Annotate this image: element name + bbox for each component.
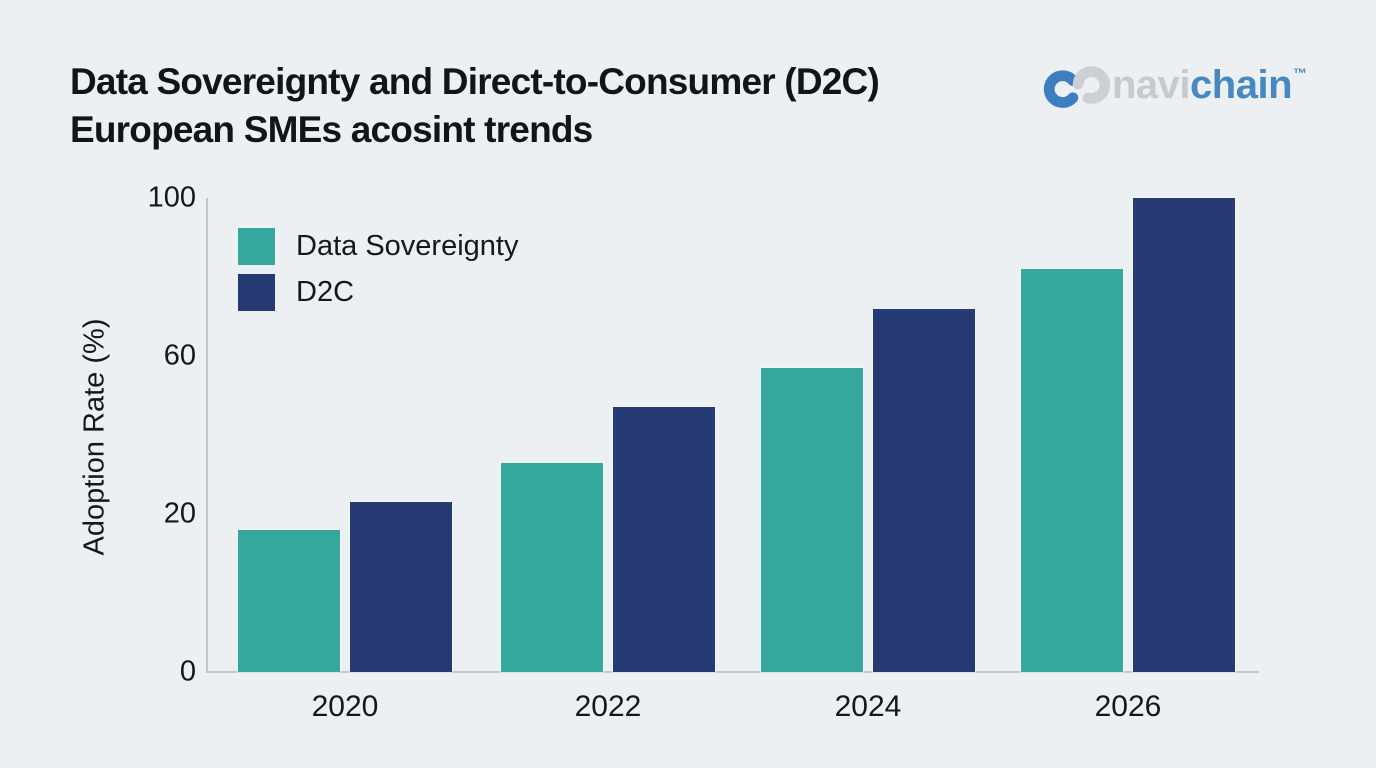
bar-data-sovereignty-2026: [1021, 269, 1123, 672]
legend-item-data-sovereignty: Data Sovereignty: [238, 228, 518, 265]
x-tick-label-2026: 2026: [1094, 690, 1162, 723]
x-tick-label-2022: 2022: [574, 690, 642, 723]
y-tick-label-20: 20: [163, 497, 196, 530]
logo-text-navi: navi: [1112, 62, 1191, 107]
x-tick-label-2020: 2020: [311, 690, 379, 723]
x-tick-label-2024: 2024: [834, 690, 902, 723]
chart-title-line-2: European SMEs acosint trends: [70, 109, 593, 150]
logo-text-chain: chain: [1190, 62, 1293, 107]
bar-d2c-2020: [350, 502, 452, 672]
trademark-symbol: ™: [1293, 64, 1307, 81]
legend-swatch-d2c: [238, 274, 275, 311]
legend-label-d2c: D2C: [296, 276, 355, 308]
bar-data-sovereignty-2024: [761, 367, 863, 672]
chain-links-icon: [1043, 66, 1110, 108]
chain-link-blue-arc: [1043, 70, 1079, 108]
legend-label-data-sovereignty: Data Sovereignty: [296, 230, 519, 262]
x-axis-line: [206, 671, 1259, 673]
chart-title-line-1: Data Sovereignty and Direct-to-Consumer …: [70, 61, 880, 102]
bar-data-sovereignty-2020: [238, 529, 340, 672]
y-tick-label-100: 100: [147, 181, 196, 214]
bar-d2c-2026: [1133, 198, 1235, 672]
navichain-logo: navichain™: [1042, 58, 1307, 112]
logo-wordmark: navichain™: [1112, 63, 1307, 108]
chart-title: Data Sovereignty and Direct-to-Consumer …: [70, 58, 880, 154]
legend-swatch-data-sovereignty: [238, 228, 275, 265]
legend: Data Sovereignty D2C: [238, 228, 518, 320]
bar-d2c-2022: [613, 407, 715, 672]
bar-data-sovereignty-2022: [501, 462, 603, 672]
y-axis-line: [206, 198, 208, 673]
legend-item-d2c: D2C: [238, 274, 518, 311]
bar-d2c-2024: [873, 308, 975, 672]
y-tick-label-60: 60: [163, 339, 196, 372]
chain-link-gray-arc: [1072, 66, 1110, 104]
y-tick-label-0: 0: [179, 655, 196, 688]
